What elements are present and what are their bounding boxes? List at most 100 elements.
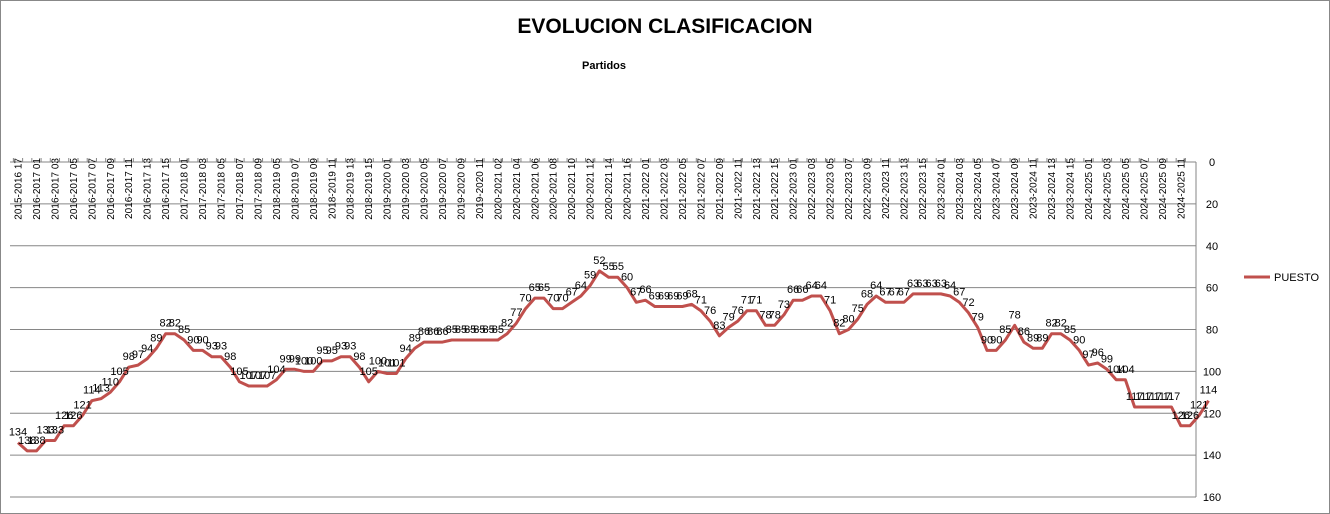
data-label: 67 <box>879 286 891 298</box>
x-tick-label: 2022-2023 03 <box>807 158 818 220</box>
data-label: 77 <box>510 307 522 319</box>
x-tick-label: 2022-2023 09 <box>863 158 874 220</box>
x-tick-label: 2016-2017 03 <box>50 158 61 220</box>
x-tick-label: 2022-2023 15 <box>918 158 929 220</box>
data-label: 67 <box>898 286 910 298</box>
data-label: 63 <box>925 278 937 290</box>
data-label: 93 <box>215 341 227 353</box>
x-tick-label: 2024-2025 07 <box>1139 158 1150 220</box>
x-tick-label: 2018-2019 13 <box>346 158 357 220</box>
data-label: 126 <box>55 410 73 422</box>
data-label: 86 <box>436 326 448 338</box>
data-label: 105 <box>359 366 377 378</box>
x-tick-label: 2021-2022 15 <box>770 158 781 220</box>
data-label: 79 <box>972 311 984 323</box>
data-label: 85 <box>492 324 504 336</box>
chart-title: EVOLUCION CLASIFICACION <box>517 15 812 38</box>
data-label: 71 <box>824 295 836 307</box>
data-label: 67 <box>630 286 642 298</box>
data-label: 104 <box>1116 364 1134 376</box>
x-tick-label: 2024-2025 03 <box>1102 158 1113 220</box>
data-label: 79 <box>722 311 734 323</box>
data-label: 82 <box>1045 318 1057 330</box>
data-label: 76 <box>704 305 716 317</box>
x-tick-label: 2017-2018 07 <box>235 158 246 220</box>
data-label: 97 <box>1082 349 1094 361</box>
data-label: 85 <box>1064 324 1076 336</box>
data-label: 98 <box>353 351 365 363</box>
data-label: 67 <box>566 286 578 298</box>
data-label: 60 <box>621 272 633 284</box>
x-tick-label: 2022-2023 01 <box>789 158 800 220</box>
data-label: 93 <box>344 341 356 353</box>
y-tick-label: 80 <box>1206 325 1218 337</box>
data-label: 89 <box>150 332 162 344</box>
data-label: 55 <box>602 261 614 273</box>
x-tick-label: 2023-2024 13 <box>1047 158 1058 220</box>
data-label: 83 <box>713 320 725 332</box>
data-label: 64 <box>944 280 956 292</box>
data-label: 95 <box>326 345 338 357</box>
x-tick-label: 2021-2022 05 <box>678 158 689 220</box>
x-tick-label: 2021-2022 03 <box>659 158 670 220</box>
x-tick-label: 2017-2018 01 <box>180 158 191 220</box>
x-tick-label: 2024-2025 11 <box>1176 158 1187 219</box>
x-tick-label: 2016-2017 09 <box>106 158 117 220</box>
x-tick-label: 2020-2021 12 <box>586 158 597 220</box>
x-tick-label: 2017-2018 05 <box>217 158 228 220</box>
data-label: 65 <box>538 282 550 294</box>
data-label: 76 <box>732 305 744 317</box>
data-label: 93 <box>206 341 218 353</box>
data-label: 71 <box>695 295 707 307</box>
data-label: 63 <box>935 278 947 290</box>
series-line <box>16 269 1210 453</box>
data-label: 63 <box>916 278 928 290</box>
data-label: 85 <box>473 324 485 336</box>
y-tick-label: 160 <box>1203 492 1221 504</box>
data-label: 71 <box>750 295 762 307</box>
data-label: 126 <box>64 410 82 422</box>
x-tick-label: 2019-2020 03 <box>401 158 412 220</box>
x-tick-label: 2022-2023 11 <box>881 158 892 219</box>
data-label: 85 <box>483 324 495 336</box>
data-label: 95 <box>316 345 328 357</box>
data-label: 98 <box>224 351 236 363</box>
data-label: 78 <box>1009 309 1021 321</box>
x-tick-label: 2018-2019 15 <box>364 158 375 220</box>
data-label: 105 <box>230 366 248 378</box>
data-label: 105 <box>110 366 128 378</box>
data-label: 65 <box>529 282 541 294</box>
data-label: 86 <box>418 326 430 338</box>
data-label: 117 <box>1163 391 1181 403</box>
x-tick-label: 2019-2020 09 <box>456 158 467 220</box>
x-tick-label: 2016-2017 15 <box>161 158 172 220</box>
x-axis-title: Partidos <box>582 60 626 72</box>
x-tick-label: 2016-2017 13 <box>143 158 154 220</box>
x-tick-label: 2017-2018 03 <box>198 158 209 220</box>
data-label: 101 <box>378 357 396 369</box>
x-tick-label: 2024-2025 01 <box>1084 158 1095 220</box>
x-tick-label: 2019-2020 07 <box>438 158 449 220</box>
x-tick-label: 2023-2024 11 <box>1029 158 1040 219</box>
x-tick-label: 2020-2021 04 <box>512 158 523 220</box>
data-label: 75 <box>852 303 864 315</box>
data-label: 69 <box>676 290 688 302</box>
legend-label: PUESTO <box>1274 272 1319 284</box>
y-tick-label: 100 <box>1203 366 1221 378</box>
data-label: 64 <box>815 280 827 292</box>
data-label: 97 <box>132 349 144 361</box>
data-label: 94 <box>141 343 153 355</box>
x-tick-label: 2021-2022 09 <box>715 158 726 220</box>
data-label: 66 <box>787 284 799 296</box>
data-label: 80 <box>842 314 854 326</box>
x-tick-label: 2022-2023 05 <box>826 158 837 220</box>
data-label: 82 <box>833 318 845 330</box>
data-label: 86 <box>427 326 439 338</box>
x-tick-label: 2018-2019 07 <box>290 158 301 220</box>
data-label: 100 <box>369 355 387 367</box>
data-label: 110 <box>102 376 120 388</box>
data-label: 64 <box>870 280 882 292</box>
data-label: 70 <box>519 293 531 305</box>
data-label: 138 <box>18 435 36 447</box>
